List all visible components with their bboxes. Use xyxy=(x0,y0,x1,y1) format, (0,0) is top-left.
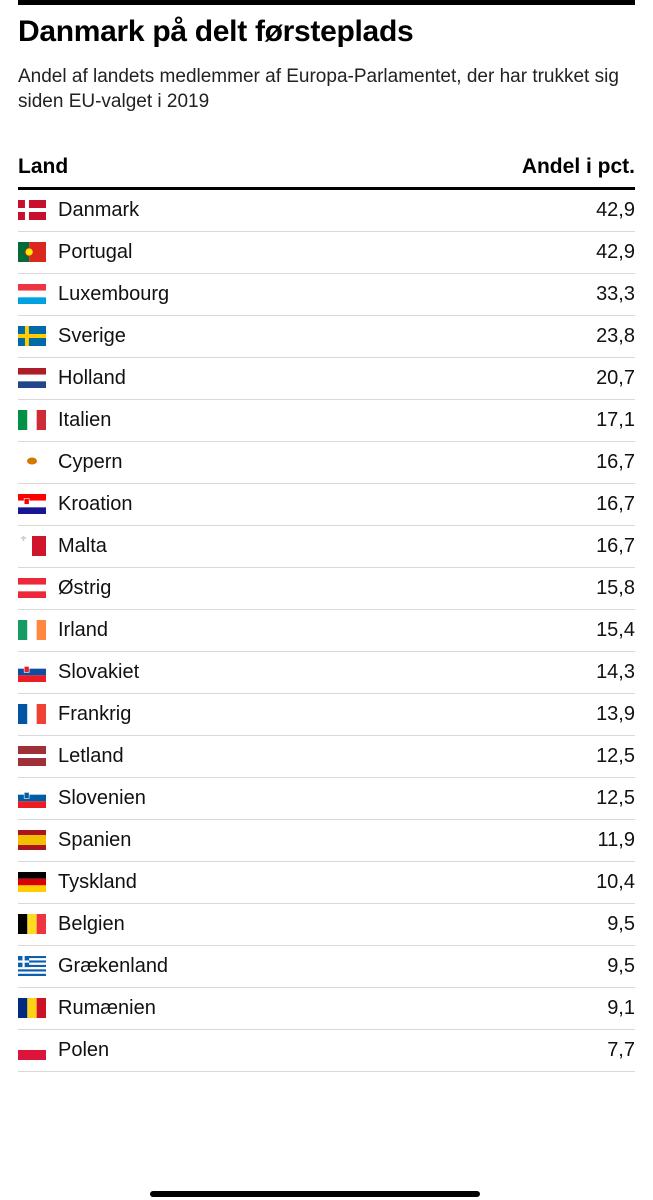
country-name: Polen xyxy=(58,1039,109,1062)
flag-icon xyxy=(18,536,46,556)
flag-icon xyxy=(18,914,46,934)
country-name: Rumænien xyxy=(58,997,156,1020)
country-value: 12,5 xyxy=(596,745,635,768)
table-row: Grækenland 9,5 xyxy=(18,946,635,988)
country-value: 23,8 xyxy=(596,325,635,348)
country-name: Luxembourg xyxy=(58,283,169,306)
table-row: Italien 17,1 xyxy=(18,400,635,442)
country-name: Grækenland xyxy=(58,955,168,978)
table-row: Letland 12,5 xyxy=(18,736,635,778)
flag-icon xyxy=(18,410,46,430)
country-name: Irland xyxy=(58,619,108,642)
flag-icon xyxy=(18,956,46,976)
flag-icon xyxy=(18,284,46,304)
table-row: Sverige 23,8 xyxy=(18,316,635,358)
country-name: Holland xyxy=(58,367,126,390)
page-title: Danmark på delt førsteplads xyxy=(18,15,635,50)
table-row: Luxembourg 33,3 xyxy=(18,274,635,316)
table-row: Spanien 11,9 xyxy=(18,820,635,862)
country-name: Sverige xyxy=(58,325,126,348)
flag-icon xyxy=(18,872,46,892)
country-name: Tyskland xyxy=(58,871,137,894)
table-row: Frankrig 13,9 xyxy=(18,694,635,736)
country-value: 33,3 xyxy=(596,283,635,306)
country-value: 9,5 xyxy=(607,955,635,978)
country-value: 15,4 xyxy=(596,619,635,642)
flag-icon xyxy=(18,662,46,682)
flag-icon xyxy=(18,704,46,724)
country-value: 14,3 xyxy=(596,661,635,684)
country-name: Østrig xyxy=(58,577,111,600)
country-value: 9,1 xyxy=(607,997,635,1020)
col-country: Land xyxy=(18,155,68,179)
country-value: 20,7 xyxy=(596,367,635,390)
table-row: Portugal 42,9 xyxy=(18,232,635,274)
table-row: Slovenien 12,5 xyxy=(18,778,635,820)
table-row: Tyskland 10,4 xyxy=(18,862,635,904)
country-name: Malta xyxy=(58,535,107,558)
country-name: Slovenien xyxy=(58,787,146,810)
table-row: Østrig 15,8 xyxy=(18,568,635,610)
country-value: 42,9 xyxy=(596,241,635,264)
flag-icon xyxy=(18,788,46,808)
flag-icon xyxy=(18,494,46,514)
country-table: Land Andel i pct. Danmark 42,9 Portugal … xyxy=(18,155,635,1072)
flag-icon xyxy=(18,830,46,850)
table-row: Rumænien 9,1 xyxy=(18,988,635,1030)
country-value: 12,5 xyxy=(596,787,635,810)
table-row: Danmark 42,9 xyxy=(18,190,635,232)
flag-icon xyxy=(18,368,46,388)
table-row: Irland 15,4 xyxy=(18,610,635,652)
country-value: 15,8 xyxy=(596,577,635,600)
country-name: Portugal xyxy=(58,241,133,264)
top-rule xyxy=(18,0,635,5)
country-name: Spanien xyxy=(58,829,131,852)
country-name: Belgien xyxy=(58,913,125,936)
country-value: 13,9 xyxy=(596,703,635,726)
subtitle: Andel af landets medlemmer af Europa-Par… xyxy=(18,64,635,115)
country-value: 11,9 xyxy=(598,829,635,852)
table-row: Kroation 16,7 xyxy=(18,484,635,526)
flag-icon xyxy=(18,242,46,262)
table-row: Holland 20,7 xyxy=(18,358,635,400)
country-value: 17,1 xyxy=(596,409,635,432)
table-row: Slovakiet 14,3 xyxy=(18,652,635,694)
country-name: Slovakiet xyxy=(58,661,139,684)
country-name: Italien xyxy=(58,409,111,432)
table-header: Land Andel i pct. xyxy=(18,155,635,190)
country-name: Frankrig xyxy=(58,703,131,726)
country-value: 9,5 xyxy=(607,913,635,936)
flag-icon xyxy=(18,452,46,472)
country-name: Danmark xyxy=(58,199,139,222)
country-value: 7,7 xyxy=(607,1039,635,1062)
col-value: Andel i pct. xyxy=(522,155,635,179)
country-name: Cypern xyxy=(58,451,122,474)
flag-icon xyxy=(18,620,46,640)
country-name: Letland xyxy=(58,745,124,768)
flag-icon xyxy=(18,746,46,766)
country-value: 10,4 xyxy=(596,871,635,894)
table-row: Malta 16,7 xyxy=(18,526,635,568)
horizontal-scrollbar[interactable] xyxy=(150,1191,480,1197)
table-row: Belgien 9,5 xyxy=(18,904,635,946)
country-name: Kroation xyxy=(58,493,133,516)
flag-icon xyxy=(18,998,46,1018)
country-value: 16,7 xyxy=(596,493,635,516)
flag-icon xyxy=(18,200,46,220)
table-row: Polen 7,7 xyxy=(18,1030,635,1072)
country-value: 42,9 xyxy=(596,199,635,222)
flag-icon xyxy=(18,578,46,598)
flag-icon xyxy=(18,326,46,346)
flag-icon xyxy=(18,1040,46,1060)
country-value: 16,7 xyxy=(596,535,635,558)
country-value: 16,7 xyxy=(596,451,635,474)
table-row: Cypern 16,7 xyxy=(18,442,635,484)
